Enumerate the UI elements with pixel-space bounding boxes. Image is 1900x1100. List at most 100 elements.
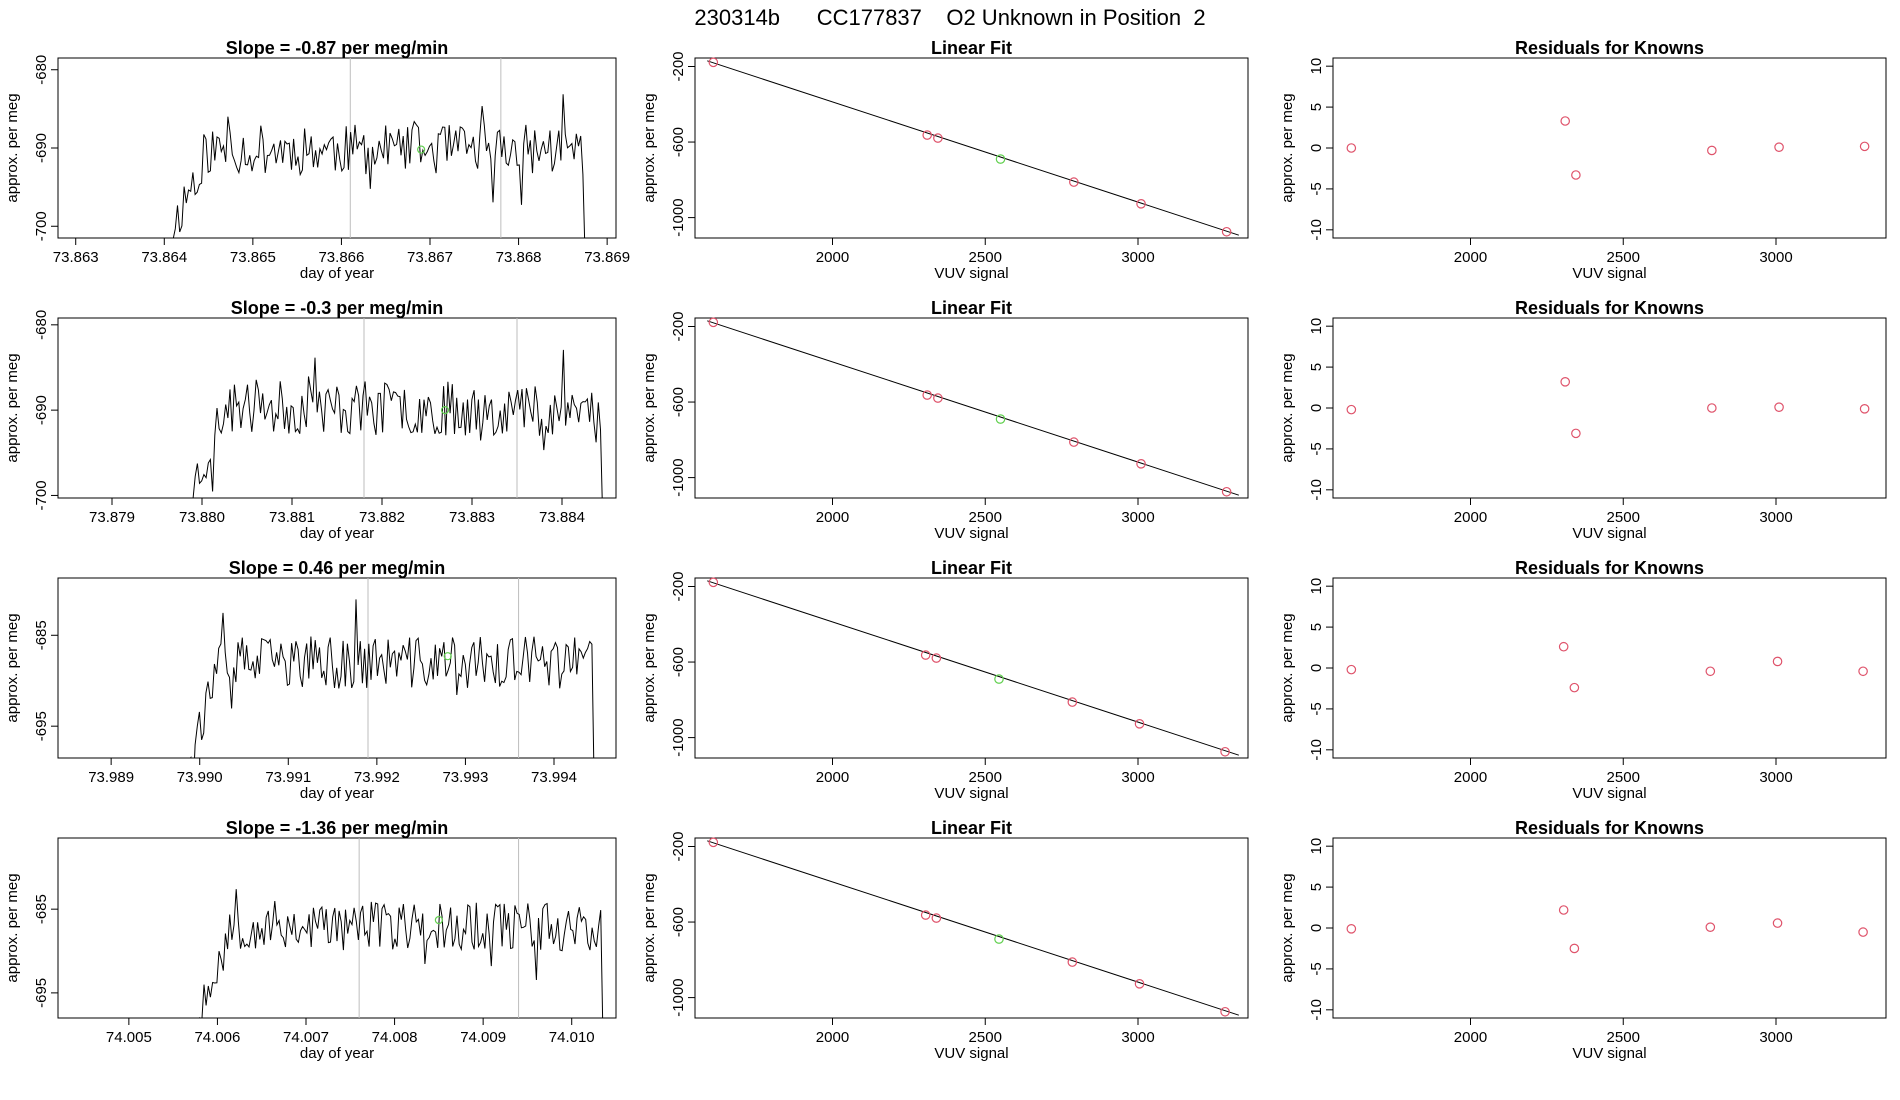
residuals-3-plot-frame (1332, 577, 1887, 759)
linear-fit-3-y-tick-label: -600 (670, 647, 687, 677)
linear-fit-3-y-tick-label: -1000 (670, 718, 687, 756)
residuals-1-x-tick-label: 3000 (1759, 249, 1792, 266)
residuals-1-residual-point (1859, 141, 1870, 152)
residuals-1-y-tick-label: -10 (1308, 219, 1325, 241)
residuals-3-panel: Residuals for Knowns 2000 2500 3000 10 5 0 -5 -1… (1279, 558, 1887, 802)
linear-fit-4-y-tick-label: -200 (670, 831, 687, 861)
residuals-1-residual-point (1560, 116, 1570, 126)
linear-fit-1-y-axis-title: approx. per meg (641, 93, 658, 202)
time-series-4-plot-frame (57, 837, 617, 1019)
linear-fit-1-known-point (1221, 226, 1232, 237)
linear-fit-1-fit-line (707, 60, 1239, 236)
linear-fit-3-y-tick-label: -200 (670, 571, 687, 601)
linear-fit-2-x-tick-label: 3000 (1121, 509, 1154, 526)
linear-fit-4-fit-line (707, 840, 1239, 1016)
linear-fit-3-title: Linear Fit (931, 558, 1012, 578)
residuals-4-y-tick-label: 5 (1308, 883, 1325, 891)
residuals-3-residual-point (1772, 656, 1783, 667)
residuals-1-residual-point (1707, 145, 1717, 156)
linear-fit-2-unknown-point (995, 414, 1006, 424)
time-series-2-x-tick-label: 73.880 (179, 509, 225, 526)
page-title: 230314b CC177837 O2 Unknown in Position … (694, 5, 1206, 30)
linear-fit-4-x-tick-label: 2000 (816, 1029, 849, 1046)
linear-fit-1-known-point (922, 130, 932, 140)
residuals-3-x-tick-label: 2500 (1607, 769, 1640, 786)
residuals-1-x-axis-title: VUV signal (1572, 265, 1646, 282)
linear-fit-4-known-point (1220, 1006, 1230, 1017)
time-series-4-trace (198, 889, 604, 1018)
time-series-1-y-axis-title: approx. per meg (4, 93, 21, 202)
linear-fit-3-x-tick-label: 2000 (816, 769, 849, 786)
linear-fit-2-panel: Linear Fit 2000 2500 3000 -200 -600 -1000 VUV s… (641, 298, 1249, 542)
residuals-1-title: Residuals for Knowns (1515, 38, 1704, 58)
time-series-1-x-axis-title: day of year (300, 265, 374, 282)
linear-fit-4-y-axis-title: approx. per meg (641, 873, 658, 982)
residuals-4-title: Residuals for Knowns (1515, 818, 1704, 838)
time-series-2-unknown-marker (440, 406, 450, 415)
linear-fit-2-known-point (708, 317, 719, 328)
residuals-1-y-axis-title: approx. per meg (1279, 93, 1296, 202)
time-series-4-y-tick-label: -695 (33, 978, 50, 1008)
linear-fit-2-known-point (1136, 459, 1146, 469)
time-series-4-y-axis-title: approx. per meg (4, 873, 21, 982)
residuals-1-residual-point (1774, 142, 1784, 152)
residuals-3-y-tick-label: 10 (1308, 578, 1325, 595)
time-series-1-x-tick-label: 73.868 (496, 249, 542, 266)
linear-fit-3-unknown-point (994, 674, 1004, 684)
time-series-2-y-tick-label: -700 (33, 480, 50, 510)
residuals-2-residual-point (1571, 428, 1581, 439)
residuals-4-residual-point (1858, 927, 1868, 937)
residuals-3-y-tick-label: -10 (1308, 739, 1325, 761)
residuals-1-x-tick-label: 2000 (1454, 249, 1487, 266)
time-series-1-title: Slope = -0.87 per meg/min (226, 38, 449, 58)
residuals-2-y-tick-label: 5 (1308, 363, 1325, 371)
residuals-2-plot-frame (1332, 317, 1887, 499)
linear-fit-4-unknown-point (994, 934, 1004, 944)
residuals-3-title: Residuals for Knowns (1515, 558, 1704, 578)
linear-fit-4-title: Linear Fit (931, 818, 1012, 838)
residuals-3-residual-point (1558, 641, 1569, 652)
linear-fit-4-plot-frame (694, 837, 1249, 1019)
linear-fit-1-unknown-point (995, 154, 1006, 164)
time-series-3-panel: Slope = 0.46 per meg/min 73.989 73.990 73.9… (4, 558, 617, 802)
time-series-4-x-tick-label: 74.008 (372, 1029, 418, 1046)
time-series-3-y-tick-label: -685 (33, 620, 50, 650)
residuals-3-y-tick-label: 0 (1308, 664, 1325, 672)
linear-fit-2-y-tick-label: -1000 (670, 458, 687, 496)
residuals-3-y-axis-title: approx. per meg (1279, 613, 1296, 722)
time-series-3-y-tick-label: -695 (33, 711, 50, 741)
residuals-2-y-tick-label: 10 (1308, 318, 1325, 335)
linear-fit-3-known-point (931, 653, 942, 663)
time-series-2-y-tick-label: -690 (33, 395, 50, 425)
linear-fit-1-plot-frame (694, 57, 1249, 239)
linear-fit-4-y-tick-label: -600 (670, 907, 687, 937)
residuals-2-residual-point (1560, 377, 1570, 387)
residuals-2-y-tick-label: -10 (1308, 479, 1325, 501)
time-series-4-title: Slope = -1.36 per meg/min (226, 818, 449, 838)
residuals-2-title: Residuals for Knowns (1515, 298, 1704, 318)
residuals-1-y-tick-label: 0 (1308, 144, 1325, 152)
time-series-4-x-tick-label: 74.010 (549, 1029, 595, 1046)
residuals-4-x-tick-label: 3000 (1759, 1029, 1792, 1046)
linear-fit-3-x-tick-label: 3000 (1121, 769, 1154, 786)
linear-fit-3-known-point (1134, 719, 1145, 729)
time-series-1-x-tick-label: 73.866 (318, 249, 364, 266)
time-series-3-x-tick-label: 73.989 (88, 769, 134, 786)
linear-fit-2-known-point (1069, 437, 1079, 447)
linear-fit-2-plot-frame (694, 317, 1249, 499)
time-series-1-x-tick-label: 73.869 (584, 249, 630, 266)
residuals-4-residual-point (1705, 922, 1716, 932)
linear-fit-3-x-tick-label: 2500 (969, 769, 1002, 786)
time-series-3-unknown-marker (443, 652, 452, 661)
time-series-2-trace (192, 349, 603, 498)
time-series-2-x-tick-label: 73.883 (449, 509, 495, 526)
linear-fit-1-y-tick-label: -600 (670, 127, 687, 157)
time-series-2-title: Slope = -0.3 per meg/min (231, 298, 444, 318)
time-series-4-panel: Slope = -1.36 per meg/min 74.005 74.006 74.… (4, 818, 617, 1062)
linear-fit-3-known-point (708, 577, 719, 588)
linear-fit-2-y-axis-title: approx. per meg (641, 353, 658, 462)
residuals-2-y-tick-label: -5 (1308, 442, 1325, 455)
linear-fit-1-y-tick-label: -1000 (670, 198, 687, 236)
linear-fit-1-known-point (933, 133, 943, 143)
